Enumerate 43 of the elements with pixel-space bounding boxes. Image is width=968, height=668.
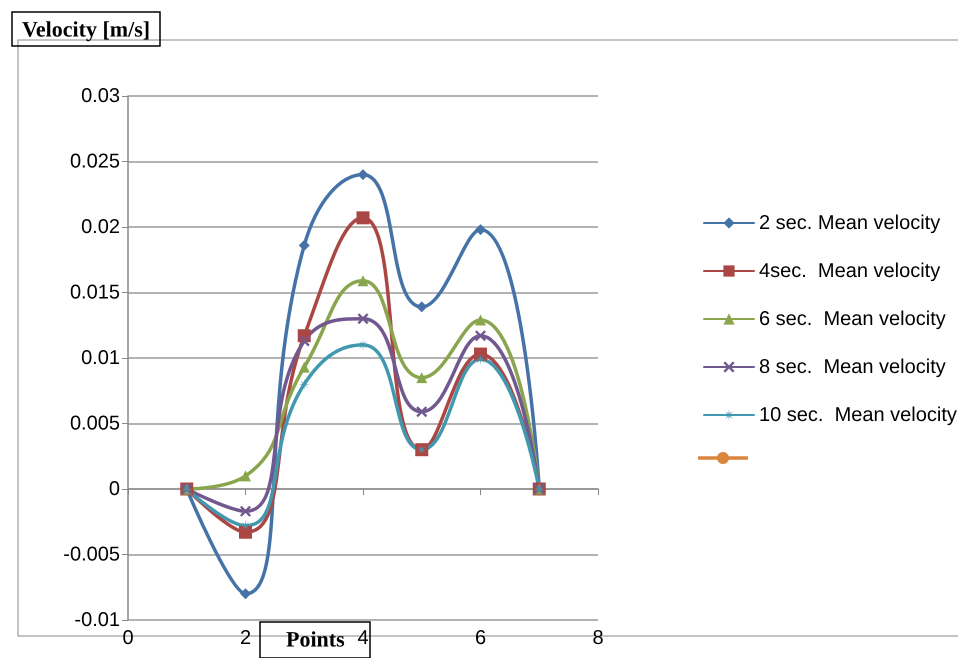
point bbox=[240, 506, 251, 517]
point bbox=[475, 314, 486, 326]
point bbox=[239, 526, 252, 539]
y-tick-label: 0.025 bbox=[70, 150, 120, 172]
point bbox=[358, 339, 368, 350]
point bbox=[298, 335, 310, 346]
point bbox=[240, 470, 251, 482]
legend-label: 8 sec. Mean velocity bbox=[759, 356, 946, 378]
point bbox=[475, 330, 486, 342]
y-tick-label: 0.03 bbox=[81, 85, 120, 107]
y-tick-label: -0.01 bbox=[74, 609, 120, 631]
x-tick-label: 6 bbox=[474, 627, 486, 649]
point bbox=[475, 354, 486, 365]
point bbox=[358, 313, 368, 324]
point bbox=[298, 362, 310, 373]
legend-label: 2 sec. Mean velocity bbox=[759, 212, 940, 234]
point bbox=[240, 588, 251, 600]
x-tick-label: 8 bbox=[592, 627, 604, 649]
y-tick-label: 0 bbox=[108, 478, 120, 500]
point bbox=[475, 224, 486, 236]
point bbox=[356, 211, 370, 224]
legend-label: 10 sec. Mean velocity bbox=[759, 404, 957, 426]
x-tick-label: 2 bbox=[240, 627, 252, 649]
x-tick-label: 4 bbox=[357, 627, 369, 649]
y-tick-label: 0.02 bbox=[81, 216, 120, 238]
point bbox=[298, 240, 310, 251]
y-tick-label: 0.01 bbox=[81, 347, 120, 369]
point bbox=[416, 372, 428, 384]
y-tick-label: 0.005 bbox=[70, 412, 120, 434]
point bbox=[358, 275, 368, 286]
x-tick-label: 0 bbox=[122, 627, 134, 649]
y-tick-label: 0.015 bbox=[70, 282, 120, 304]
x-axis-title: Points bbox=[286, 626, 346, 652]
legend-label: 6 sec. Mean velocity bbox=[759, 308, 946, 330]
point bbox=[474, 348, 487, 361]
y-axis-title: Velocity [m/s] bbox=[22, 16, 150, 42]
point bbox=[298, 378, 310, 390]
legend-label: 4sec. Mean velocity bbox=[759, 260, 940, 282]
y-tick-label: -0.005 bbox=[63, 544, 120, 566]
point bbox=[416, 406, 428, 418]
point bbox=[416, 301, 428, 312]
point bbox=[358, 169, 368, 180]
point bbox=[240, 520, 251, 532]
